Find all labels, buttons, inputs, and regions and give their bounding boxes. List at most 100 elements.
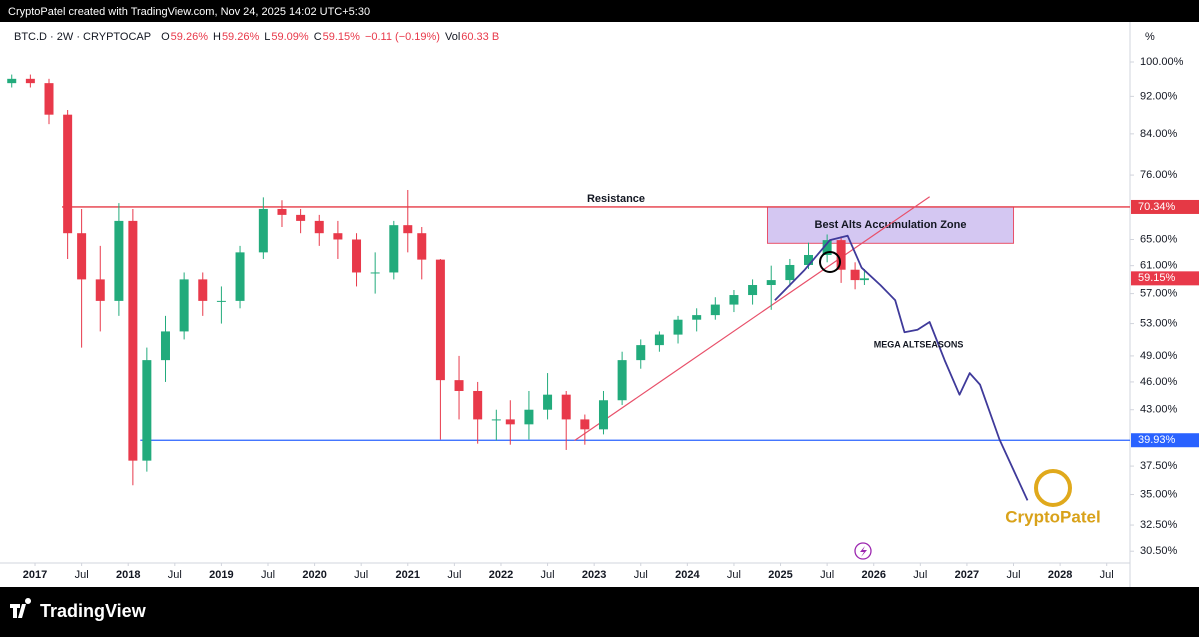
candle-body [729, 295, 739, 305]
candle-body [580, 419, 590, 430]
x-tick-label: 2020 [302, 569, 326, 581]
candle-body [859, 278, 869, 281]
logo-text: CryptoPatel [1005, 507, 1100, 526]
price-label: 70.34% [1138, 201, 1176, 213]
y-tick-label: 84.00% [1140, 128, 1178, 140]
zone-label: Best Alts Accumulation Zone [815, 219, 967, 231]
y-tick-label: 92.00% [1140, 90, 1178, 102]
y-tick-label: 32.50% [1140, 519, 1178, 531]
x-tick-label: Jul [354, 569, 368, 581]
x-tick-label: Jul [168, 569, 182, 581]
legend-item: 59.09% [271, 31, 309, 43]
candle-body [654, 334, 664, 346]
projection-line [774, 234, 1029, 501]
candle-body [636, 345, 646, 361]
x-tick-label: 2018 [116, 569, 140, 581]
x-tick-label: 2028 [1048, 569, 1072, 581]
candle-body [803, 254, 813, 265]
candle-body [785, 264, 795, 281]
y-tick-label: 30.50% [1140, 545, 1178, 557]
event-icon [854, 542, 872, 560]
x-tick-label: 2019 [209, 569, 233, 581]
candle-body [128, 220, 138, 461]
candle-body [95, 279, 105, 301]
candle-body [63, 114, 73, 234]
x-tick-label: 2024 [675, 569, 700, 581]
candle-body [473, 390, 483, 420]
candle-body [370, 272, 380, 274]
candle-body [692, 315, 702, 320]
symbol: BTC.D · 2W · CRYPTOCAP [14, 31, 151, 43]
price-label-bg [1131, 271, 1199, 286]
annotation: MEGA ALTSEASONS [874, 339, 964, 349]
candle-body [403, 225, 413, 234]
candle-body [44, 83, 54, 115]
candle-body [561, 394, 571, 420]
legend-item: −0.11 (−0.19%) [365, 31, 440, 43]
y-tick-label: 35.00% [1140, 488, 1178, 500]
x-tick-label: Jul [727, 569, 741, 581]
candle-body [748, 285, 758, 296]
price-label: 59.15% [1138, 272, 1176, 284]
candle-body [710, 304, 720, 316]
footer-logo-mark [10, 597, 32, 618]
candle-body [617, 360, 627, 401]
candle-body [454, 380, 464, 391]
price-label-bg [1131, 199, 1199, 214]
candle-body [598, 400, 608, 430]
candle-body [179, 279, 189, 332]
x-tick-label: Jul [447, 569, 461, 581]
legend-item: 59.26% [222, 31, 260, 43]
x-tick-label: Jul [261, 569, 275, 581]
event-icon [860, 546, 867, 557]
price-label: 39.93% [1138, 434, 1176, 446]
candle-body [543, 394, 553, 410]
x-tick-label: 2021 [396, 569, 420, 581]
candle-body [296, 214, 306, 221]
header: CryptoPatel created with TradingView.com… [8, 6, 370, 18]
y-tick-label: 100.00% [1140, 56, 1184, 68]
x-tick-label: 2025 [768, 569, 792, 581]
legend-item: 59.15% [323, 31, 361, 43]
x-tick-label: Jul [820, 569, 834, 581]
candle-body [389, 225, 399, 273]
chart-area [0, 22, 1199, 587]
candle-body [822, 240, 832, 255]
candle-body [258, 208, 268, 253]
level-name: Resistance [587, 193, 645, 205]
legend-item: O [161, 31, 170, 43]
plot: 100.00% 92.00% 84.00% 76.00% 65.00% 61.00% 57.… [7, 56, 1199, 581]
candle-body [766, 280, 776, 286]
price-label-bg [1131, 433, 1199, 448]
candle-body [673, 319, 683, 335]
y-tick-label: 46.00% [1140, 376, 1178, 388]
y-tick-label: 37.50% [1140, 460, 1178, 472]
x-tick-label: Jul [913, 569, 927, 581]
legend-item: H [213, 31, 221, 43]
candle-body [505, 419, 515, 425]
y-tick-label: 76.00% [1140, 169, 1178, 181]
candle-body [198, 279, 208, 301]
legend-item: 59.26% [171, 31, 209, 43]
x-tick-label: Jul [541, 569, 555, 581]
candle-body [77, 233, 87, 280]
legend-item: 60.33 B [461, 31, 499, 43]
x-tick-label: 2022 [489, 569, 513, 581]
trendline [574, 196, 930, 442]
candle-body [314, 220, 324, 234]
candle-body [435, 259, 445, 381]
candle-body [491, 419, 501, 421]
legend-item: Vol [445, 31, 460, 43]
y-tick-label: 43.00% [1140, 404, 1178, 416]
y-tick-label: 49.00% [1140, 350, 1178, 362]
y-tick-label: 53.00% [1140, 317, 1178, 329]
highlight-circle [819, 251, 841, 273]
x-tick-label: 2026 [861, 569, 885, 581]
candle-body [160, 331, 170, 361]
legend-item: L [264, 31, 270, 43]
logo-mark [1034, 469, 1072, 507]
x-tick-label: 2017 [23, 569, 47, 581]
x-tick-label: 2027 [955, 569, 979, 581]
footer-brand: TradingView [40, 601, 147, 621]
